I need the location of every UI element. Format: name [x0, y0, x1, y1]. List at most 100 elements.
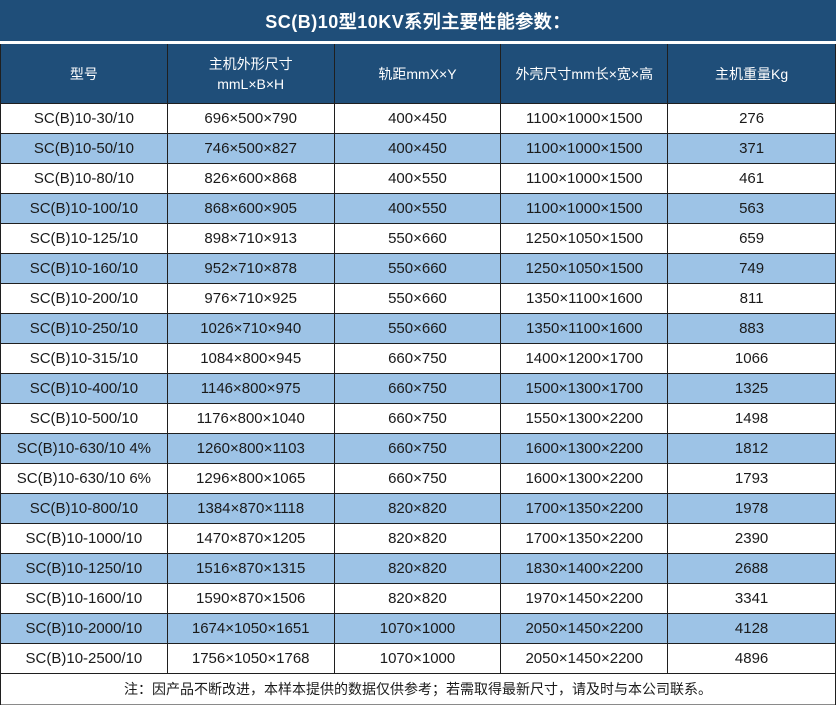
cell-model: SC(B)10-800/10 — [1, 494, 168, 523]
cell-shell-dimensions: 1600×1300×2200 — [501, 434, 669, 463]
table-row: SC(B)10-1000/10 1470×870×1205 820×820 1700×… — [1, 524, 835, 554]
table-row: SC(B)10-1600/10 1590×870×1506 820×820 1970×… — [1, 584, 835, 614]
cell-weight: 1793 — [734, 470, 769, 487]
cell-rail-gauge: 400×450 — [335, 134, 502, 163]
cell-weight: 1812 — [734, 440, 769, 457]
table-row: SC(B)10-2500/10 1756×1050×1768 1070×1000 20… — [1, 644, 835, 674]
cell-weight: 659 — [739, 230, 765, 247]
cell-model: SC(B)10-500/10 — [1, 404, 168, 433]
table-row: SC(B)10-50/10 746×500×827 400×450 1100×1000… — [1, 134, 835, 164]
cell-shell-dimensions: 1550×1300×2200 — [501, 404, 669, 433]
cell-model: SC(B)10-1000/10 — [1, 524, 168, 553]
cell-shell-dimensions: 1700×1350×2200 — [501, 524, 669, 553]
cell-shell-dimensions: 1100×1000×1500 — [501, 164, 669, 193]
cell-shell-dimensions: 1400×1200×1700 — [501, 344, 669, 373]
cell-rail-gauge: 820×820 — [335, 554, 502, 583]
cell-main-dimensions: 1026×710×940 — [168, 314, 335, 343]
cell-rail-gauge: 660×750 — [335, 434, 502, 463]
cell-main-dimensions: 1176×800×1040 — [168, 404, 335, 433]
cell-main-dimensions: 1384×870×1118 — [168, 494, 335, 523]
cell-weight: 4896 — [734, 650, 769, 667]
cell-weight: 2390 — [734, 530, 769, 547]
cell-weight: 1066 — [734, 350, 769, 367]
table-row: SC(B)10-1250/10 1516×870×1315 820×820 1830×… — [1, 554, 835, 584]
cell-weight: 1978 — [734, 500, 769, 517]
cell-main-dimensions: 826×600×868 — [168, 164, 335, 193]
cell-main-dimensions: 898×710×913 — [168, 224, 335, 253]
cell-model: SC(B)10-160/10 — [1, 254, 168, 283]
cell-shell-dimensions: 1700×1350×2200 — [501, 494, 669, 523]
cell-shell-dimensions: 1350×1100×1600 — [501, 314, 669, 343]
cell-main-dimensions: 746×500×827 — [168, 134, 335, 163]
title-divider — [0, 41, 836, 44]
cell-main-dimensions: 976×710×925 — [168, 284, 335, 313]
cell-shell-dimensions: 1830×1400×2200 — [501, 554, 669, 583]
table-row: SC(B)10-630/10 6% 1296×800×1065 660×750 160… — [1, 464, 835, 494]
cell-rail-gauge: 400×550 — [335, 194, 502, 223]
column-header-model: 型号 — [1, 44, 168, 103]
cell-weight: 276 — [739, 110, 765, 127]
cell-main-dimensions: 1516×870×1315 — [168, 554, 335, 583]
table-row: SC(B)10-200/10 976×710×925 550×660 1350×110… — [1, 284, 835, 314]
cell-model: SC(B)10-250/10 — [1, 314, 168, 343]
cell-weight: 2688 — [734, 560, 769, 577]
cell-rail-gauge: 820×820 — [335, 494, 502, 523]
cell-weight: 4128 — [734, 620, 769, 637]
cell-shell-dimensions: 1250×1050×1500 — [501, 224, 669, 253]
cell-main-dimensions: 1260×800×1103 — [168, 434, 335, 463]
cell-model: SC(B)10-630/10 4% — [1, 434, 168, 463]
cell-model: SC(B)10-2500/10 — [1, 644, 168, 673]
cell-rail-gauge: 550×660 — [335, 224, 502, 253]
cell-main-dimensions: 1590×870×1506 — [168, 584, 335, 613]
cell-weight: 811 — [739, 290, 764, 307]
cell-shell-dimensions: 1100×1000×1500 — [501, 194, 669, 223]
cell-model: SC(B)10-100/10 — [1, 194, 168, 223]
column-header-shell-dimensions: 外壳尺寸mm长×宽×高 — [501, 44, 669, 103]
cell-rail-gauge: 660×750 — [335, 344, 502, 373]
table-body: SC(B)10-30/10 696×500×790 400×450 1100×1000… — [1, 104, 835, 674]
cell-weight: 563 — [739, 200, 765, 217]
cell-model: SC(B)10-1600/10 — [1, 584, 168, 613]
cell-rail-gauge: 820×820 — [335, 524, 502, 553]
cell-model: SC(B)10-400/10 — [1, 374, 168, 403]
cell-weight: 3341 — [734, 590, 769, 607]
cell-main-dimensions: 952×710×878 — [168, 254, 335, 283]
cell-model: SC(B)10-1250/10 — [1, 554, 168, 583]
cell-model: SC(B)10-315/10 — [1, 344, 168, 373]
spec-table: 型号 主机外形尺寸 mmL×B×H 轨距mmX×Y 外壳尺寸mm长×宽×高 主机… — [0, 44, 836, 705]
cell-rail-gauge: 660×750 — [335, 464, 502, 493]
cell-shell-dimensions: 2050×1450×2200 — [501, 644, 669, 673]
table-row: SC(B)10-500/10 1176×800×1040 660×750 1550×1… — [1, 404, 835, 434]
table-row: SC(B)10-80/10 826×600×868 400×550 1100×1000… — [1, 164, 835, 194]
cell-rail-gauge: 550×660 — [335, 284, 502, 313]
cell-rail-gauge: 550×660 — [335, 254, 502, 283]
table-row: SC(B)10-250/10 1026×710×940 550×660 1350×11… — [1, 314, 835, 344]
table-row: SC(B)10-630/10 4% 1260×800×1103 660×750 160… — [1, 434, 835, 464]
cell-rail-gauge: 820×820 — [335, 584, 502, 613]
cell-shell-dimensions: 1250×1050×1500 — [501, 254, 669, 283]
cell-main-dimensions: 696×500×790 — [168, 104, 335, 133]
cell-main-dimensions: 1756×1050×1768 — [168, 644, 335, 673]
cell-main-dimensions: 1146×800×975 — [168, 374, 335, 403]
table-row: SC(B)10-30/10 696×500×790 400×450 1100×1000… — [1, 104, 835, 134]
cell-model: SC(B)10-125/10 — [1, 224, 168, 253]
cell-weight: 1325 — [734, 380, 769, 397]
table-row: SC(B)10-2000/10 1674×1050×1651 1070×1000 20… — [1, 614, 835, 644]
cell-weight: 883 — [739, 320, 765, 337]
column-header-rail-gauge: 轨距mmX×Y — [335, 44, 502, 103]
cell-weight: 749 — [739, 260, 765, 277]
cell-model: SC(B)10-2000/10 — [1, 614, 168, 643]
cell-rail-gauge: 1070×1000 — [335, 644, 502, 673]
cell-shell-dimensions: 1600×1300×2200 — [501, 464, 669, 493]
cell-model: SC(B)10-80/10 — [1, 164, 168, 193]
cell-model: SC(B)10-30/10 — [1, 104, 168, 133]
table-row: SC(B)10-315/10 1084×800×945 660×750 1400×12… — [1, 344, 835, 374]
cell-rail-gauge: 1070×1000 — [335, 614, 502, 643]
cell-shell-dimensions: 1500×1300×1700 — [501, 374, 669, 403]
cell-rail-gauge: 660×750 — [335, 374, 502, 403]
table-row: SC(B)10-100/10 868×600×905 400×550 1100×100… — [1, 194, 835, 224]
cell-rail-gauge: 660×750 — [335, 404, 502, 433]
cell-model: SC(B)10-50/10 — [1, 134, 168, 163]
cell-rail-gauge: 550×660 — [335, 314, 502, 343]
